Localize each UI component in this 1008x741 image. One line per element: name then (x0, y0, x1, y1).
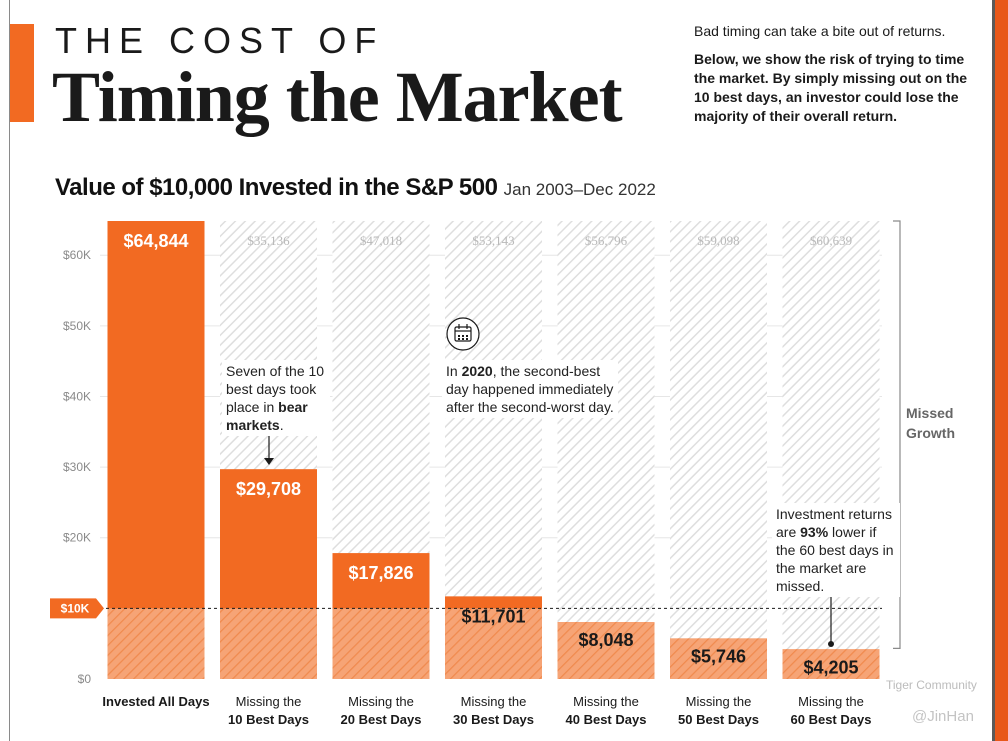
intro-text: Bad timing can take a bite out of return… (694, 22, 974, 126)
annotation-bear-markets: Seven of the 10 best days took place in … (222, 360, 330, 436)
x-category-label: 10 Best Days (228, 712, 309, 727)
bar-base-portion (445, 608, 542, 679)
x-category-label: Missing the (573, 694, 639, 709)
missed-value-label: $56,796 (585, 233, 628, 248)
calendar-icon-cell (462, 338, 464, 340)
missed-growth-bracket (893, 220, 901, 649)
annotation-2020: In 2020, the second-best day happened im… (442, 360, 618, 418)
lower-arrow-dot (828, 641, 834, 647)
annotation-2020-post: , the second-best day happened immediate… (446, 363, 614, 415)
bar-base-portion (332, 608, 430, 679)
bar-value-label: $5,746 (691, 646, 746, 666)
bar-value-label: $4,205 (803, 657, 858, 677)
x-category-label: 20 Best Days (341, 712, 422, 727)
y-tick-label: $40K (63, 389, 91, 403)
missed-value-label: $47,018 (360, 233, 402, 248)
annotation-2020-bold: 2020 (461, 363, 493, 379)
calendar-icon-body (454, 326, 472, 342)
watermark-community: Tiger Community (886, 678, 977, 692)
intro-body: Below, we show the risk of trying to tim… (694, 51, 968, 124)
bar-base-portion (670, 638, 767, 679)
missed-growth-label: Growth (906, 425, 955, 441)
bear-arrow-head (264, 458, 274, 465)
missed-value-label: $59,098 (697, 233, 739, 248)
bar-value-label: $29,708 (236, 479, 301, 499)
calendar-icon-cell (462, 335, 464, 337)
y-tick-label: $60K (63, 248, 91, 262)
annotation-lower-bold: 93% (800, 524, 829, 540)
x-category-label: Missing the (348, 694, 414, 709)
bar-value-label: $64,844 (123, 231, 188, 251)
bar-value-label: $17,826 (348, 563, 413, 583)
missed-growth-area (557, 221, 655, 679)
x-category-label: Missing the (798, 694, 864, 709)
missed-value-label: $35,136 (247, 233, 290, 248)
x-category-label: Missing the (686, 694, 752, 709)
chart-subtitle: Jan 2003–Dec 2022 (503, 180, 656, 199)
calendar-icon-cell (458, 335, 460, 337)
annotation-93-percent: Investment returns are 93% lower if the … (772, 503, 900, 597)
x-category-label: Missing the (236, 694, 302, 709)
y-tick-label: $0 (78, 672, 92, 686)
baseline-10k-marker (50, 598, 104, 619)
bar-base-portion (782, 649, 880, 679)
annotation-bear-pre: Seven of the 10 best days took place in (226, 363, 325, 415)
annotation-bear-post: . (279, 417, 284, 433)
calendar-icon-ring (446, 317, 480, 351)
calendar-icon-cell (466, 338, 468, 340)
bar-value-label: $8,048 (578, 630, 633, 650)
chart-title-main: Value of $10,000 Invested in the S&P 500 (55, 174, 498, 201)
chart-title: Value of $10,000 Invested in the S&P 500… (55, 174, 656, 202)
calendar-icon-cell (458, 338, 460, 340)
y-tick-label: $30K (63, 460, 91, 474)
watermark-handle: @JinHan (912, 708, 974, 725)
y-tick-label: $50K (63, 319, 91, 333)
x-category-label: 40 Best Days (566, 712, 647, 727)
missed-growth-area (670, 221, 767, 679)
annotation-bear-bold: bear markets (226, 399, 308, 433)
calendar-icon-cell (466, 335, 468, 337)
frame-left-border (9, 0, 10, 741)
x-category-label: 50 Best Days (678, 712, 759, 727)
baseline-10k-label: $10K (61, 601, 90, 615)
intro-lead: Bad timing can take a bite out of return… (694, 23, 946, 39)
frame-right-border (995, 0, 1008, 741)
bar (107, 221, 205, 679)
x-category-label: 30 Best Days (453, 712, 534, 727)
bar-base-portion (107, 608, 205, 679)
bar-base-portion (220, 608, 317, 679)
annotation-lower-post: lower if the 60 best days in the market … (776, 524, 894, 594)
calendar-icon (446, 317, 480, 351)
missed-value-label: $60,639 (810, 233, 852, 248)
frame-right-shadow (992, 0, 995, 741)
bar-base-portion (557, 622, 655, 679)
y-tick-label: $20K (63, 531, 91, 545)
x-category-label: Missing the (461, 694, 527, 709)
title-accent-block (10, 24, 34, 122)
headline-title: Timing the Market (52, 57, 623, 137)
bar-value-label: $11,701 (461, 606, 525, 626)
x-category-label: Invested All Days (102, 694, 209, 709)
annotation-lower-pre: Investment returns are (776, 506, 892, 540)
x-category-label: 60 Best Days (791, 712, 872, 727)
missed-growth-label: Missed (906, 405, 953, 421)
kicker-title: THE COST OF (55, 20, 385, 61)
missed-value-label: $53,143 (472, 233, 514, 248)
annotation-2020-pre: In (446, 363, 462, 379)
